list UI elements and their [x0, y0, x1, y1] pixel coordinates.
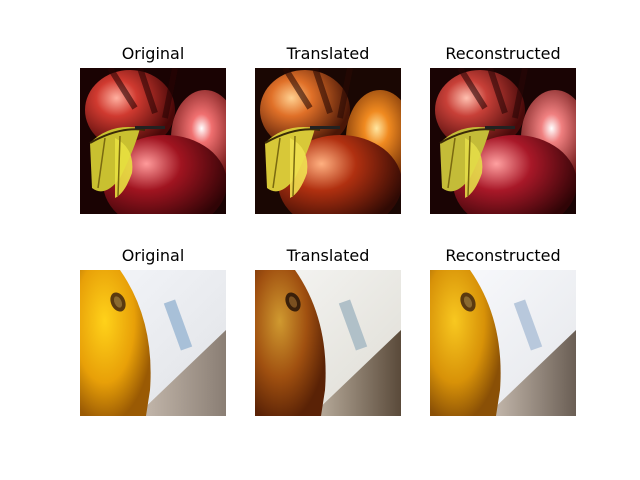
- orange-original-image: [80, 270, 226, 416]
- apple-original-image: [80, 68, 226, 214]
- apple-translated-image: [255, 68, 401, 214]
- apple-reconstructed-image: [430, 68, 576, 214]
- panel-title-translated-2: Translated: [286, 246, 370, 265]
- panel-title-reconstructed-2: Reconstructed: [445, 246, 561, 265]
- panel-title-original-2: Original: [121, 246, 185, 265]
- orange-translated-image: [255, 270, 401, 416]
- panel-title-reconstructed-1: Reconstructed: [445, 44, 561, 63]
- panel-title-translated-1: Translated: [286, 44, 370, 63]
- orange-reconstructed-image: [430, 270, 576, 416]
- panel-title-original-1: Original: [121, 44, 185, 63]
